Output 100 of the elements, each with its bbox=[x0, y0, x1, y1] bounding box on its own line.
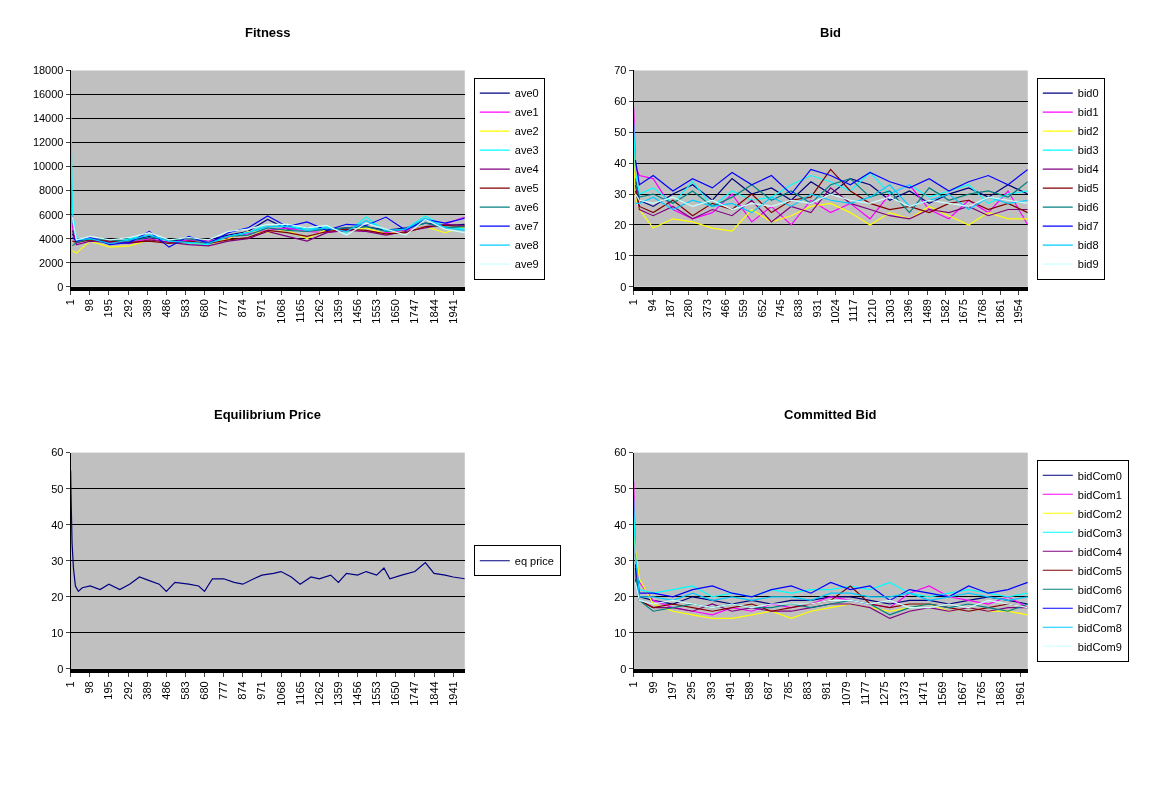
x-tick-label: 680 bbox=[198, 681, 211, 700]
legend-label: bidCom7 bbox=[1077, 602, 1122, 615]
legend-label: ave4 bbox=[514, 163, 539, 176]
legend-label: bid1 bbox=[1077, 106, 1099, 119]
x-tick-label: 1068 bbox=[274, 299, 287, 324]
x-tick-label: 1941 bbox=[446, 299, 459, 324]
x-tick-label: 99 bbox=[646, 681, 659, 694]
y-tick-label: 10 bbox=[614, 249, 627, 262]
x-tick-label: 1765 bbox=[975, 681, 988, 706]
x-tick-label: 280 bbox=[682, 299, 695, 318]
x-tick-label: 1456 bbox=[351, 681, 364, 706]
x-tick-label: 1582 bbox=[938, 299, 951, 324]
x-tick-label: 1396 bbox=[902, 299, 915, 324]
chart-title: Fitness bbox=[245, 25, 291, 40]
x-tick-label: 1863 bbox=[994, 681, 1007, 706]
x-tick-label: 981 bbox=[820, 681, 833, 700]
y-tick-label: 40 bbox=[51, 518, 64, 531]
y-tick-label: 0 bbox=[57, 280, 64, 293]
x-tick-label: 1 bbox=[64, 299, 77, 306]
x-tick-label: 98 bbox=[83, 681, 96, 694]
legend-label: ave5 bbox=[514, 182, 539, 195]
x-tick-label: 1667 bbox=[955, 681, 968, 706]
legend-label: ave3 bbox=[514, 144, 539, 157]
x-tick-label: 589 bbox=[743, 681, 756, 700]
x-tick-label: 874 bbox=[236, 681, 249, 700]
x-tick-label: 94 bbox=[645, 299, 658, 312]
x-tick-label: 687 bbox=[762, 681, 775, 700]
y-tick-label: 10 bbox=[51, 626, 64, 639]
y-tick-label: 0 bbox=[57, 662, 64, 675]
x-tick-label: 583 bbox=[178, 681, 191, 700]
legend-label: bidCom3 bbox=[1077, 526, 1122, 539]
x-tick-label: 491 bbox=[723, 681, 736, 700]
x-tick-label: 785 bbox=[781, 681, 794, 700]
y-tick-label: 20 bbox=[51, 590, 64, 603]
legend-label: ave0 bbox=[514, 87, 539, 100]
y-tick-label: 60 bbox=[51, 446, 64, 459]
x-tick-label: 98 bbox=[83, 299, 96, 312]
x-tick-label: 971 bbox=[255, 299, 268, 318]
x-tick-label: 1961 bbox=[1013, 681, 1026, 706]
x-tick-label: 931 bbox=[810, 299, 823, 318]
legend-label: bidCom6 bbox=[1077, 583, 1122, 596]
legend-label: bidCom9 bbox=[1077, 640, 1122, 653]
x-tick-label: 1165 bbox=[293, 299, 306, 323]
x-tick-label: 583 bbox=[178, 299, 191, 318]
y-tick-label: 60 bbox=[614, 446, 627, 459]
x-tick-label: 486 bbox=[159, 681, 172, 700]
legend-label: bidCom8 bbox=[1077, 621, 1122, 634]
y-tick-label: 12000 bbox=[32, 136, 64, 149]
x-tick-label: 1553 bbox=[370, 299, 383, 324]
y-tick-label: 10 bbox=[614, 626, 627, 639]
legend-label: bid6 bbox=[1077, 201, 1099, 214]
x-tick-label: 680 bbox=[198, 299, 211, 318]
x-tick-label: 1165 bbox=[293, 681, 306, 705]
y-tick-label: 20 bbox=[614, 218, 627, 231]
x-tick-label: 1456 bbox=[351, 299, 364, 324]
y-tick-label: 50 bbox=[614, 482, 627, 495]
chart-title: Equilibrium Price bbox=[214, 407, 321, 422]
legend-label: bid4 bbox=[1077, 163, 1099, 176]
y-tick-label: 40 bbox=[614, 518, 627, 531]
legend-label: bid5 bbox=[1077, 182, 1099, 195]
x-tick-label: 389 bbox=[140, 681, 153, 700]
x-tick-label: 745 bbox=[773, 299, 786, 318]
y-tick-label: 50 bbox=[614, 126, 627, 139]
x-tick-label: 1941 bbox=[446, 681, 459, 706]
y-tick-label: 18000 bbox=[32, 64, 64, 77]
legend-label: eq price bbox=[514, 555, 554, 568]
y-tick-label: 14000 bbox=[32, 112, 64, 125]
x-tick-label: 1359 bbox=[331, 299, 344, 324]
y-tick-label: 8000 bbox=[38, 184, 64, 197]
y-tick-label: 10000 bbox=[32, 160, 64, 173]
legend-label: bid8 bbox=[1077, 239, 1099, 252]
legend-label: bidCom2 bbox=[1077, 507, 1122, 520]
y-tick-label: 30 bbox=[614, 187, 627, 200]
y-tick-label: 0 bbox=[620, 280, 627, 293]
legend-label: ave2 bbox=[514, 125, 539, 138]
x-tick-label: 1373 bbox=[897, 681, 910, 706]
x-tick-label: 874 bbox=[236, 299, 249, 318]
y-tick-label: 40 bbox=[614, 157, 627, 170]
x-tick-label: 1262 bbox=[312, 681, 325, 706]
x-tick-label: 195 bbox=[102, 681, 115, 700]
x-tick-label: 1117 bbox=[847, 299, 860, 323]
y-tick-label: 0 bbox=[620, 662, 627, 675]
x-tick-label: 777 bbox=[217, 681, 230, 700]
x-tick-label: 1650 bbox=[389, 299, 402, 324]
x-tick-label: 652 bbox=[755, 299, 768, 318]
x-tick-label: 838 bbox=[792, 299, 805, 318]
y-tick-label: 6000 bbox=[38, 208, 64, 221]
legend-label: bid3 bbox=[1077, 144, 1099, 157]
x-tick-label: 1068 bbox=[274, 681, 287, 706]
x-tick-label: 1768 bbox=[975, 299, 988, 324]
legend-label: bidCom1 bbox=[1077, 488, 1122, 501]
legend-label: bidCom0 bbox=[1077, 469, 1122, 482]
y-tick-label: 60 bbox=[614, 95, 627, 108]
y-tick-label: 16000 bbox=[32, 88, 64, 101]
x-tick-label: 197 bbox=[665, 681, 678, 700]
legend-label: bidCom5 bbox=[1077, 564, 1122, 577]
x-tick-label: 1177 bbox=[859, 681, 872, 705]
x-tick-label: 1303 bbox=[883, 299, 896, 324]
x-tick-label: 1553 bbox=[370, 681, 383, 706]
x-tick-label: 1569 bbox=[936, 681, 949, 706]
